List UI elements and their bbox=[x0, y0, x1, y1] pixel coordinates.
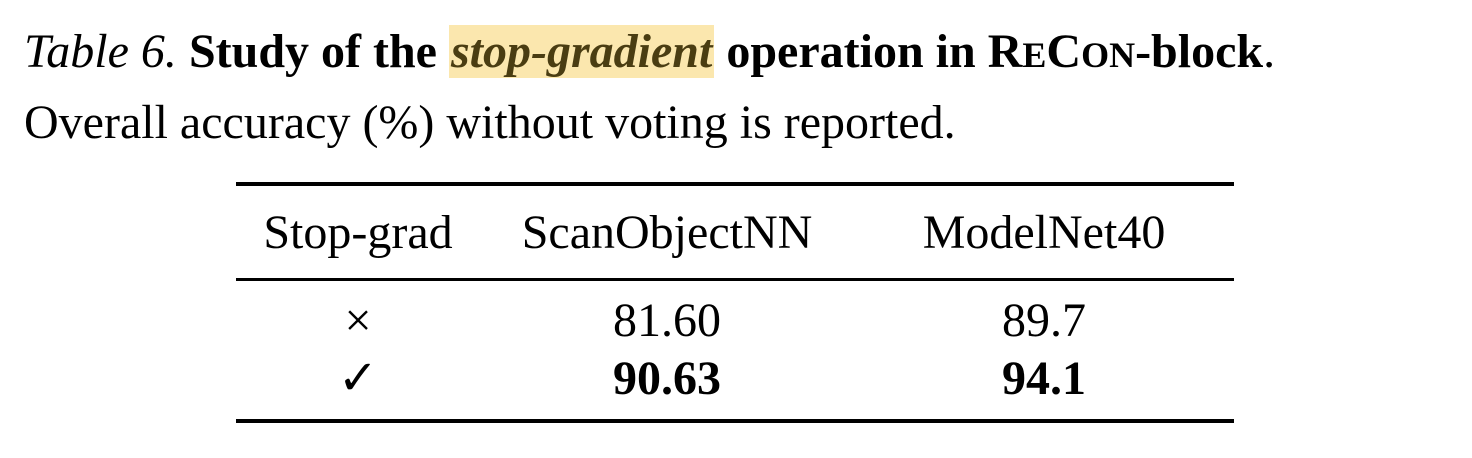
caption-line-1: Table 6. Study of the stop-gradient oper… bbox=[24, 18, 1454, 89]
header-modelnet40: ModelNet40 bbox=[922, 205, 1166, 259]
table-label: Table 6. bbox=[24, 25, 177, 78]
table-caption: Table 6. Study of the stop-gradient oper… bbox=[24, 18, 1454, 157]
method-name: RECON bbox=[987, 25, 1136, 78]
cell-modelnet40: 89.7 bbox=[1002, 293, 1086, 347]
cell-scanobjectnn: 81.60 bbox=[613, 293, 721, 347]
results-table: Stop-grad ScanObjectNN ModelNet40 × 81.6… bbox=[236, 182, 1234, 423]
caption-title-middle: operation in bbox=[726, 25, 976, 78]
cell-modelnet40-best: 94.1 bbox=[1002, 351, 1086, 405]
caption-title-end: -block bbox=[1135, 25, 1264, 78]
caption-period: . bbox=[1263, 25, 1276, 78]
cell-scanobjectnn-best: 90.63 bbox=[613, 351, 721, 405]
table-row: ✓ 90.63 94.1 bbox=[236, 349, 1234, 421]
caption-line-2: Overall accuracy (%) without voting is r… bbox=[24, 96, 956, 149]
highlighted-term: stop-gradient bbox=[448, 25, 715, 78]
stop-grad-cross-mark: × bbox=[344, 293, 372, 347]
caption-title-start: Study of the bbox=[188, 25, 437, 78]
table-row: × 81.60 89.7 bbox=[236, 279, 1234, 350]
header-scanobjectnn: ScanObjectNN bbox=[521, 205, 813, 259]
results-table-wrap: Stop-grad ScanObjectNN ModelNet40 × 81.6… bbox=[236, 182, 1234, 423]
header-stop-grad: Stop-grad bbox=[263, 205, 453, 259]
stop-grad-check-mark: ✓ bbox=[337, 352, 379, 405]
table-header-row: Stop-grad ScanObjectNN ModelNet40 bbox=[236, 184, 1234, 280]
